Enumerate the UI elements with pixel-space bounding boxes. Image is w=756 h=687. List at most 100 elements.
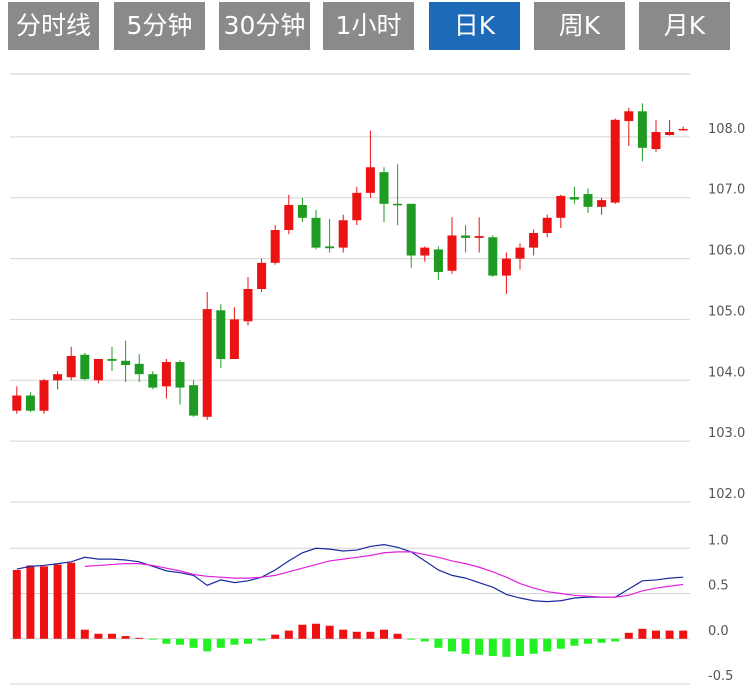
candle-body [243, 289, 253, 322]
candle-body [624, 111, 634, 122]
y-tick-label: 102.0 [708, 487, 745, 502]
macd-bar [529, 638, 538, 654]
macd-bar [502, 638, 511, 657]
macd-bar [352, 631, 361, 639]
macd-bar [94, 633, 103, 639]
candle-body [202, 309, 212, 417]
candle-body [39, 380, 49, 411]
macd-bar [543, 638, 552, 652]
macd-bar [135, 637, 144, 639]
macd-bar [244, 638, 252, 644]
candle-body [161, 362, 171, 387]
candle-body [175, 362, 185, 388]
macd-bar [556, 638, 565, 649]
macd-bar [203, 638, 212, 652]
macd-bar [488, 638, 497, 656]
candle-body [461, 235, 471, 238]
y-tick-label: -0.5 [708, 669, 733, 684]
macd-bar [393, 633, 402, 639]
candle-body [637, 111, 647, 148]
macd-bar [312, 623, 320, 639]
candle-body [406, 203, 416, 256]
candle-body [134, 363, 144, 375]
macd-bar [216, 638, 225, 648]
candle-body [651, 131, 661, 150]
y-tick-label: 0.5 [708, 579, 729, 594]
candle-body [393, 203, 403, 206]
macd-bar [298, 624, 307, 639]
candle-body [569, 197, 579, 200]
candle-body [80, 354, 90, 380]
macd-bar [461, 638, 470, 654]
tab[interactable]: 分时线 [8, 2, 99, 50]
candle-body [270, 229, 280, 263]
candle-body [379, 172, 389, 204]
candle-body [542, 217, 552, 234]
tab[interactable]: 30分钟 [219, 2, 310, 50]
candle-body [474, 236, 484, 238]
candle-body [529, 233, 539, 248]
candle-body [433, 249, 443, 272]
macd-bar [230, 638, 239, 645]
tab-bar: 分时线 5分钟 30分钟 1小时 日K 周K 月K [0, 0, 756, 52]
macd-bar [584, 638, 592, 644]
candle-body [610, 119, 620, 203]
macd-bar [597, 638, 606, 643]
macd-bar [611, 638, 620, 642]
macd-bar [271, 634, 280, 639]
candle-body [665, 131, 675, 136]
macd-bar [339, 629, 348, 639]
tab[interactable]: 5分钟 [114, 2, 205, 50]
candle-body [488, 237, 498, 276]
macd-bar [624, 632, 633, 639]
macd-bar [12, 569, 21, 639]
y-tick-label: 103.0 [708, 426, 745, 441]
candle-body [229, 319, 239, 359]
macd-line [16, 544, 684, 603]
macd-bar [652, 630, 660, 639]
y-tick-label: 1.0 [708, 533, 729, 548]
candle-body [189, 385, 199, 416]
candle-body [515, 247, 525, 259]
candle-body [597, 200, 607, 207]
candle-body [66, 355, 76, 378]
candle-body [556, 195, 566, 218]
candle-body [365, 167, 375, 193]
candle-body [325, 246, 335, 249]
candle-body [583, 194, 593, 207]
macd-bar [475, 638, 484, 655]
macd-bar [121, 636, 130, 639]
macd-bar [257, 638, 266, 641]
macd-bar [380, 629, 388, 639]
candle-body [420, 247, 430, 256]
candle-body [107, 358, 117, 361]
tab[interactable]: 月K [639, 2, 730, 50]
candle-body [501, 258, 511, 276]
macd-bar [570, 638, 579, 646]
tab[interactable]: 日K [429, 2, 520, 50]
candle-body [447, 235, 457, 271]
candle-body [338, 220, 348, 248]
macd-bar [67, 562, 76, 639]
macd-bar [407, 638, 416, 640]
macd-bar [162, 638, 171, 644]
macd-bar [40, 566, 48, 639]
candle-body [25, 395, 35, 411]
macd-bar [108, 633, 116, 639]
macd-bar [448, 638, 456, 652]
macd-bar [53, 564, 62, 639]
candle-body [12, 395, 22, 411]
tab[interactable]: 1小时 [323, 2, 414, 50]
macd-bar [665, 630, 674, 639]
candle-body [148, 374, 158, 388]
macd-bar [189, 638, 198, 648]
macd-bar [638, 628, 647, 639]
macd-bar [325, 625, 334, 639]
candle-body [297, 205, 307, 218]
candle-body [284, 205, 294, 230]
y-tick-label: 108.0 [708, 122, 745, 137]
tab[interactable]: 周K [534, 2, 625, 50]
y-tick-label: 104.0 [708, 365, 745, 380]
